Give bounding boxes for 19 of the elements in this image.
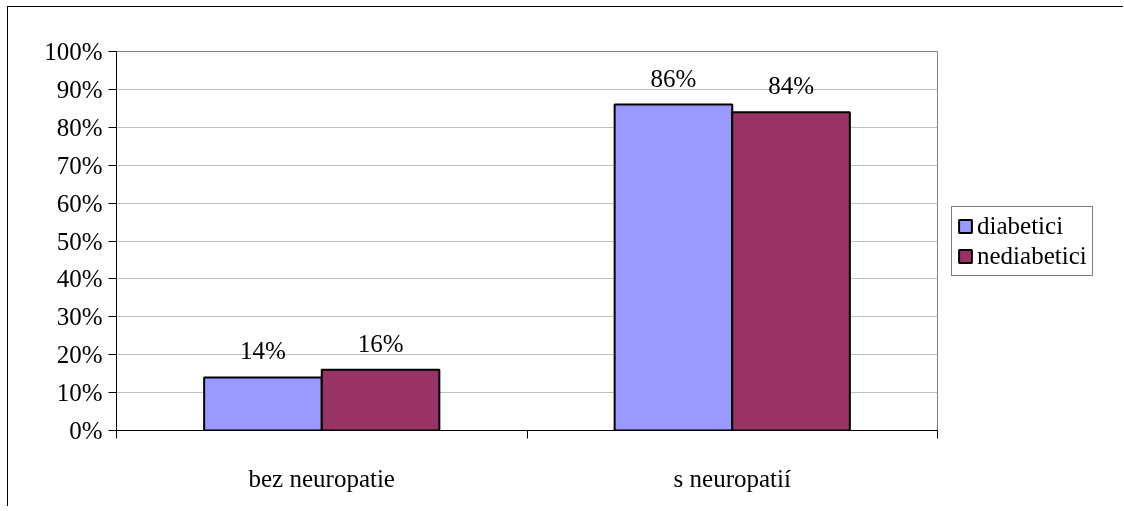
y-tick-label: 20% (56, 341, 103, 369)
y-tick-label: 40% (56, 265, 103, 293)
y-tick-label: 60% (56, 189, 103, 217)
y-tick-label: 10% (56, 379, 103, 407)
y-tick-label: 50% (56, 227, 103, 255)
data-label: 14% (240, 337, 286, 365)
x-tick-label: bez neuropatie (248, 464, 395, 492)
y-tick-label: 0% (69, 417, 103, 444)
legend-label: diabetici (977, 211, 1064, 240)
data-label: 16% (357, 329, 404, 357)
legend-label: nediabetici (977, 241, 1087, 270)
y-tick-label: 70% (56, 151, 103, 179)
data-label: 86% (650, 64, 697, 92)
x-tick-label: s neuropatií (673, 464, 791, 492)
y-tick-label: 100% (44, 38, 103, 65)
y-tick-label: 30% (56, 303, 103, 331)
y-tick-label: 80% (56, 113, 103, 141)
y-tick-label: 90% (56, 75, 103, 103)
data-label: 84% (768, 72, 814, 100)
